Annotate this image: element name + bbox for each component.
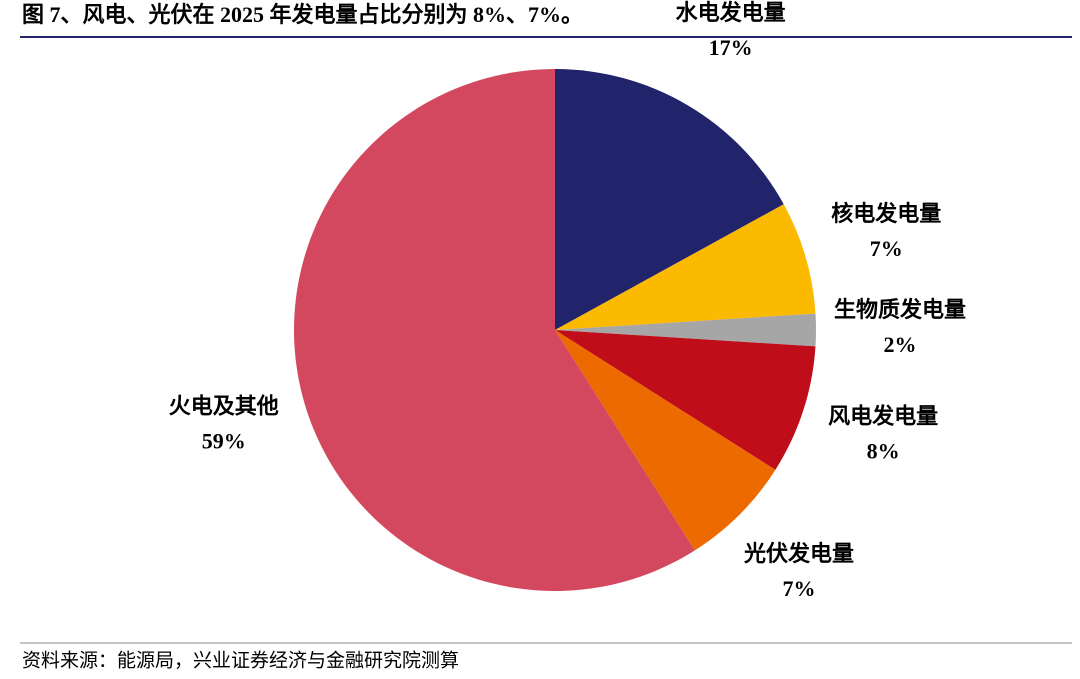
slice-value-label: 17%	[709, 35, 753, 60]
pie-slice	[555, 330, 776, 551]
pie-slice	[555, 204, 816, 330]
slice-category-label: 风电发电量	[828, 404, 938, 429]
slice-value-label: 59%	[202, 428, 246, 453]
slice-value-label: 7%	[870, 236, 903, 261]
slice-category-label: 光伏发电量	[743, 541, 854, 566]
chart-title: 图 7、风电、光伏在 2025 年发电量占比分别为 8%、7%。	[22, 2, 583, 27]
pie-slice	[555, 330, 816, 470]
slice-value-label: 7%	[782, 576, 815, 601]
slice-value-label: 8%	[867, 439, 900, 464]
pie-slice	[555, 313, 817, 347]
slice-value-label: 2%	[884, 332, 917, 357]
pie-slice	[293, 69, 695, 591]
pie-slice	[555, 69, 784, 330]
slice-category-label: 火电及其他	[169, 393, 279, 418]
slice-category-label: 水电发电量	[676, 0, 786, 25]
slice-category-label: 核电发电量	[831, 201, 941, 226]
slice-category-label: 生物质发电量	[834, 297, 966, 322]
source-note: 资料来源：能源局，兴业证券经济与金融研究院测算	[22, 649, 459, 671]
